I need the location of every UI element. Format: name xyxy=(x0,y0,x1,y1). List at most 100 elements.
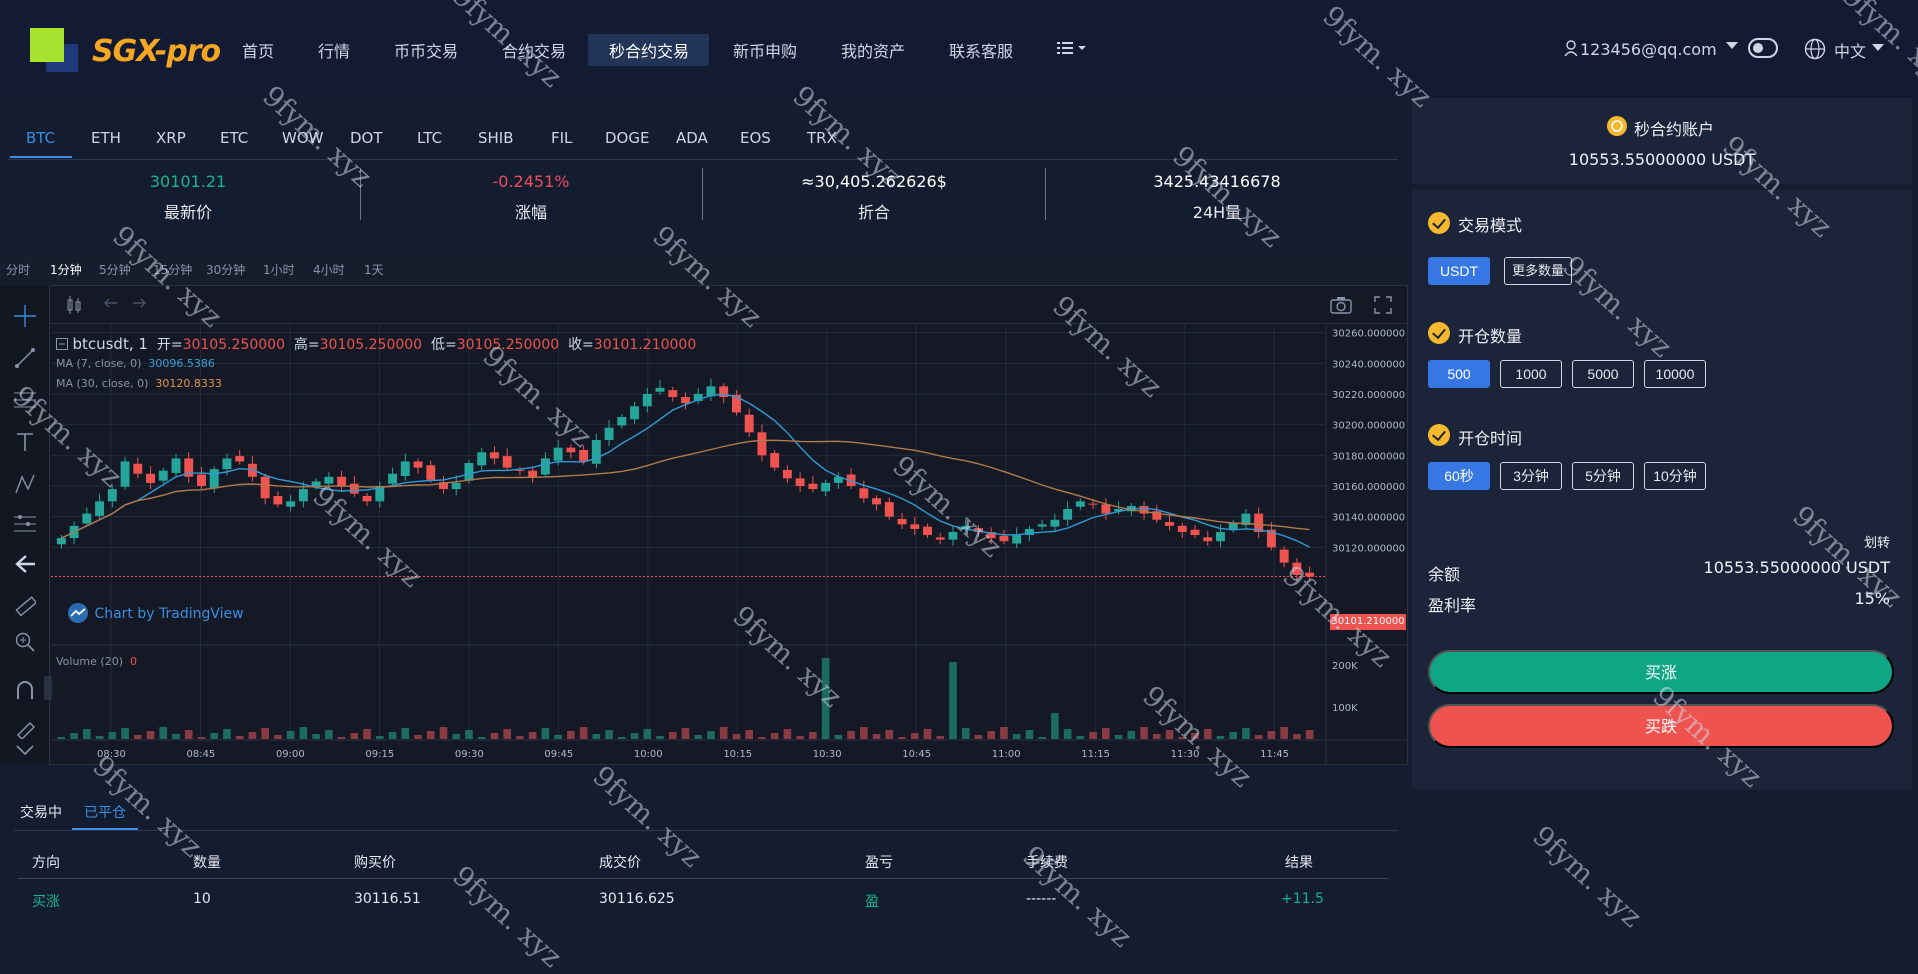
language-selector[interactable]: 中文 xyxy=(1834,42,1867,61)
tab-eos[interactable]: EOS xyxy=(740,129,771,147)
tab-fil[interactable]: FIL xyxy=(551,129,573,147)
time-3m-button[interactable]: 3分钟 xyxy=(1500,462,1562,490)
open-value: 30105.250000 xyxy=(182,337,285,353)
tab-xrp[interactable]: XRP xyxy=(156,129,186,147)
more-menu-icon[interactable] xyxy=(1056,40,1090,56)
time-5m-button[interactable]: 5分钟 xyxy=(1572,462,1634,490)
interval-5m[interactable]: 5分钟 xyxy=(99,263,131,277)
candle-body xyxy=(1037,524,1047,527)
nav-ipo[interactable]: 新币申购 xyxy=(733,42,798,61)
pattern-icon[interactable] xyxy=(14,473,36,495)
nav-home[interactable]: 首页 xyxy=(242,42,275,61)
balance-label: 余额 xyxy=(1428,565,1461,584)
qty-500-button[interactable]: 500 xyxy=(1428,360,1490,388)
crosshair-icon[interactable] xyxy=(14,305,36,327)
candle-body xyxy=(1228,522,1238,530)
fib-icon[interactable] xyxy=(14,389,36,411)
candle-body xyxy=(82,513,92,524)
volume-bar xyxy=(516,736,524,739)
tab-ltc[interactable]: LTC xyxy=(417,129,443,147)
tab-doge[interactable]: DOGE xyxy=(605,129,650,147)
time-10m-button[interactable]: 10分钟 xyxy=(1644,462,1706,490)
buy-down-button[interactable]: 买跌 xyxy=(1428,704,1894,748)
expand-tools-chevron-icon[interactable] xyxy=(14,741,36,759)
collapse-legend-icon[interactable] xyxy=(56,338,68,350)
account-balance: 10553.55000000 USDT xyxy=(1568,150,1756,169)
volume-bar xyxy=(1203,729,1212,739)
text-tool-icon[interactable] xyxy=(14,431,36,453)
interval-30m[interactable]: 30分钟 xyxy=(206,263,246,277)
nav-assets[interactable]: 我的资产 xyxy=(841,42,906,61)
divider xyxy=(702,168,703,220)
tab-wow[interactable]: WOW xyxy=(282,129,324,147)
fullscreen-icon[interactable] xyxy=(1374,296,1392,314)
x-tick-label: 11:00 xyxy=(992,749,1021,760)
logo-mark xyxy=(30,28,64,62)
row-buy-price: 30116.51 xyxy=(354,891,421,907)
candle-body xyxy=(935,537,945,540)
volume-bar xyxy=(426,731,435,739)
user-dropdown-chevron-icon[interactable] xyxy=(1726,42,1738,50)
transfer-link[interactable]: 划转 xyxy=(1864,536,1891,551)
tab-eth[interactable]: ETH xyxy=(91,129,121,147)
qty-1000-button[interactable]: 1000 xyxy=(1500,360,1562,388)
candle-body xyxy=(464,463,474,481)
magnet-icon[interactable] xyxy=(14,679,36,701)
y-tick-label: 30200.000000 xyxy=(1332,421,1405,432)
time-60s-button[interactable]: 60秒 xyxy=(1428,462,1490,490)
volume-bar xyxy=(299,727,308,739)
qty-10000-button[interactable]: 10000 xyxy=(1644,360,1706,388)
logo[interactable]: SGX-pro xyxy=(92,34,221,69)
tradingview-credit[interactable]: Chart by TradingView xyxy=(66,603,244,623)
zoom-icon[interactable] xyxy=(14,631,36,653)
volume-bar xyxy=(885,730,894,739)
interval-1d[interactable]: 1天 xyxy=(364,263,384,277)
interval-1h[interactable]: 1小时 xyxy=(263,263,295,277)
nav-support[interactable]: 联系客服 xyxy=(949,42,1014,61)
user-email[interactable]: 123456@qq.com xyxy=(1580,40,1717,59)
tab-shib[interactable]: SHIB xyxy=(478,129,514,147)
qty-5000-button[interactable]: 5000 xyxy=(1572,360,1634,388)
mode-more-button[interactable]: 更多数量 xyxy=(1504,257,1572,285)
tab-dot[interactable]: DOT xyxy=(350,129,383,147)
back-arrow-icon[interactable] xyxy=(14,553,36,575)
candle-type-icon[interactable] xyxy=(66,296,82,314)
interval-4h[interactable]: 4小时 xyxy=(313,263,345,277)
check-icon xyxy=(1428,212,1450,234)
buy-up-button[interactable]: 买涨 xyxy=(1428,650,1894,694)
interval-1m[interactable]: 1分钟 xyxy=(50,263,82,277)
theme-toggle[interactable] xyxy=(1748,38,1778,58)
redo-icon[interactable] xyxy=(132,298,146,310)
interval-tick[interactable]: 分时 xyxy=(6,263,31,277)
candle-body xyxy=(502,456,512,468)
globe-icon[interactable] xyxy=(1804,38,1826,60)
screenshot-icon[interactable] xyxy=(1330,296,1352,314)
collapse-toolbar-handle[interactable] xyxy=(44,676,52,700)
language-chevron-icon[interactable] xyxy=(1872,44,1884,52)
interval-15m[interactable]: 15分钟 xyxy=(153,263,193,277)
tab-closed-orders[interactable]: 已平仓 xyxy=(84,805,126,821)
nav-market[interactable]: 行情 xyxy=(318,42,351,61)
mode-usdt-button[interactable]: USDT xyxy=(1428,257,1490,285)
last-price-label: 最新价 xyxy=(163,203,212,222)
tab-open-orders[interactable]: 交易中 xyxy=(20,805,62,821)
tab-btc[interactable]: BTC xyxy=(26,129,56,147)
undo-icon[interactable] xyxy=(104,298,118,310)
volume-bar xyxy=(121,728,129,739)
tab-trx[interactable]: TRX xyxy=(807,129,837,147)
tab-ada[interactable]: ADA xyxy=(676,129,708,147)
nav-second-contract[interactable]: 秒合约交易 xyxy=(609,42,690,61)
nav-contract[interactable]: 合约交易 xyxy=(502,42,567,61)
measure-icon[interactable] xyxy=(14,513,36,535)
candlestick-chart[interactable]: 30260.000000 30240.000000 30220.000000 3020… xyxy=(51,325,1408,765)
volume-bar xyxy=(452,734,461,739)
volume-bar xyxy=(961,728,970,739)
volume-bar xyxy=(605,730,613,739)
ruler-icon[interactable] xyxy=(14,595,36,617)
ma7-legend: MA (7, close, 0) 30096.5386 xyxy=(56,357,215,370)
tab-etc[interactable]: ETC xyxy=(220,129,249,147)
lock-drawings-icon[interactable] xyxy=(14,717,36,739)
trendline-icon[interactable] xyxy=(14,347,36,369)
nav-spot[interactable]: 币币交易 xyxy=(394,42,459,61)
col-pnl: 盈亏 xyxy=(865,855,893,871)
